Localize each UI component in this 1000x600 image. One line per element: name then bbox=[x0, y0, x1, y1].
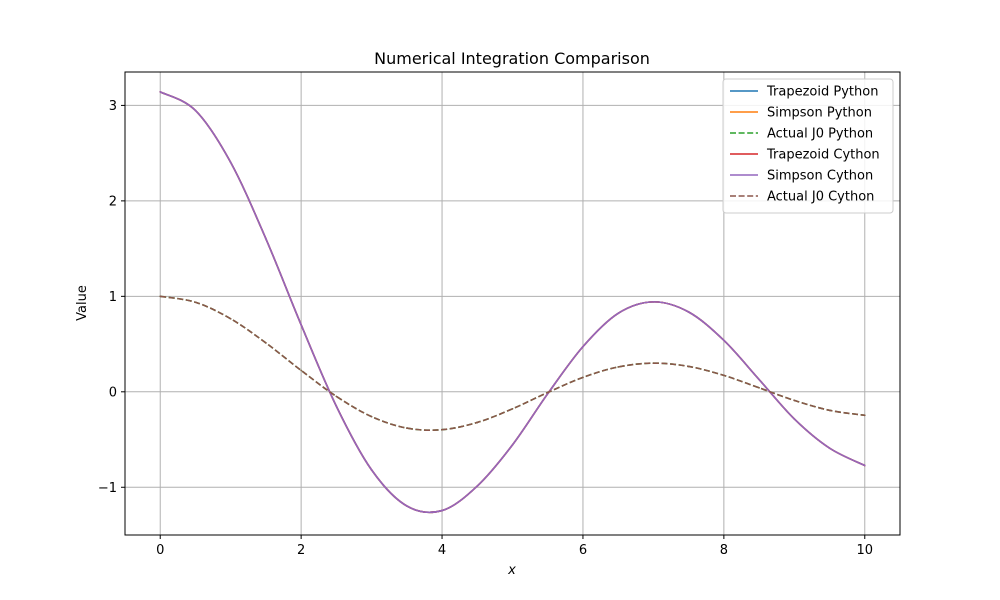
data-point bbox=[652, 362, 655, 364]
legend-label: Trapezoid Cython bbox=[766, 148, 880, 163]
data-point bbox=[265, 342, 267, 344]
data-point bbox=[758, 378, 760, 381]
chart-title: Numerical Integration Comparison bbox=[374, 49, 650, 68]
data-point bbox=[300, 369, 302, 372]
x-tick-label: 10 bbox=[856, 543, 873, 558]
legend-label: Actual J0 Python bbox=[767, 127, 873, 142]
data-point bbox=[863, 464, 866, 467]
data-point bbox=[687, 311, 690, 313]
data-point bbox=[159, 295, 162, 298]
data-point bbox=[793, 399, 796, 402]
series-actual-j0-cython bbox=[159, 295, 866, 431]
data-point bbox=[828, 447, 831, 449]
data-point bbox=[511, 407, 514, 410]
y-tick-label: 1 bbox=[109, 290, 117, 305]
legend-label: Actual J0 Cython bbox=[767, 190, 874, 205]
data-point bbox=[406, 427, 408, 429]
legend-label: Trapezoid Python bbox=[766, 85, 878, 100]
legend-label: Simpson Python bbox=[767, 106, 872, 121]
data-point bbox=[229, 317, 232, 320]
legend-item: Actual J0 Cython bbox=[730, 190, 874, 205]
y-tick-label: 3 bbox=[109, 99, 117, 114]
data-point bbox=[476, 421, 479, 424]
data-point bbox=[723, 374, 725, 377]
data-point bbox=[300, 323, 302, 326]
data-point bbox=[546, 391, 549, 394]
data-point bbox=[159, 91, 162, 93]
series-line-simpson-cython bbox=[159, 91, 866, 514]
data-point bbox=[758, 386, 760, 389]
legend-item: Simpson Python bbox=[730, 106, 872, 121]
x-tick-label: 4 bbox=[438, 543, 446, 558]
data-point bbox=[370, 415, 373, 418]
data-point bbox=[441, 509, 443, 512]
y-axis-label: Value bbox=[75, 285, 90, 321]
y-tick-label: −1 bbox=[98, 481, 117, 496]
x-tick-label: 0 bbox=[156, 543, 164, 558]
legend-box bbox=[722, 78, 894, 214]
y-tick-label: 2 bbox=[109, 194, 117, 209]
ticks: 0 2 4 6 8 10 −1 0 1 2 3 bbox=[98, 99, 873, 558]
data-point bbox=[370, 469, 373, 471]
x-tick-label: 6 bbox=[579, 543, 587, 558]
data-point bbox=[441, 428, 443, 431]
legend-item: Trapezoid Cython bbox=[730, 148, 880, 163]
data-point bbox=[194, 109, 197, 112]
data-point bbox=[194, 301, 197, 304]
x-axis-label: x bbox=[507, 563, 516, 578]
data-point bbox=[511, 444, 514, 446]
data-point bbox=[229, 161, 232, 164]
x-tick-label: 2 bbox=[297, 543, 305, 558]
data-point bbox=[335, 395, 338, 398]
plot-frame bbox=[124, 71, 901, 536]
data-point bbox=[793, 418, 796, 420]
legend-label: Simpson Cython bbox=[767, 169, 873, 184]
data-point bbox=[335, 405, 338, 408]
data-point bbox=[265, 237, 267, 240]
series-layer bbox=[159, 91, 866, 514]
legend-item: Trapezoid Python bbox=[730, 85, 878, 100]
y-tick-label: 0 bbox=[109, 385, 117, 400]
data-point bbox=[828, 409, 831, 412]
data-point bbox=[476, 485, 479, 487]
data-point bbox=[582, 376, 584, 379]
legend: Trapezoid Python Simpson Python Actual J0 … bbox=[722, 78, 894, 214]
x-tick-label: 8 bbox=[720, 543, 728, 558]
data-point bbox=[406, 505, 408, 507]
legend-item: Simpson Cython bbox=[730, 169, 873, 184]
data-point bbox=[652, 301, 655, 303]
legend-item: Actual J0 Python bbox=[730, 127, 873, 142]
data-point bbox=[617, 366, 619, 368]
data-point bbox=[617, 312, 619, 315]
data-point bbox=[723, 339, 725, 342]
data-point bbox=[582, 345, 584, 348]
data-point bbox=[863, 414, 866, 417]
data-point bbox=[687, 365, 690, 368]
